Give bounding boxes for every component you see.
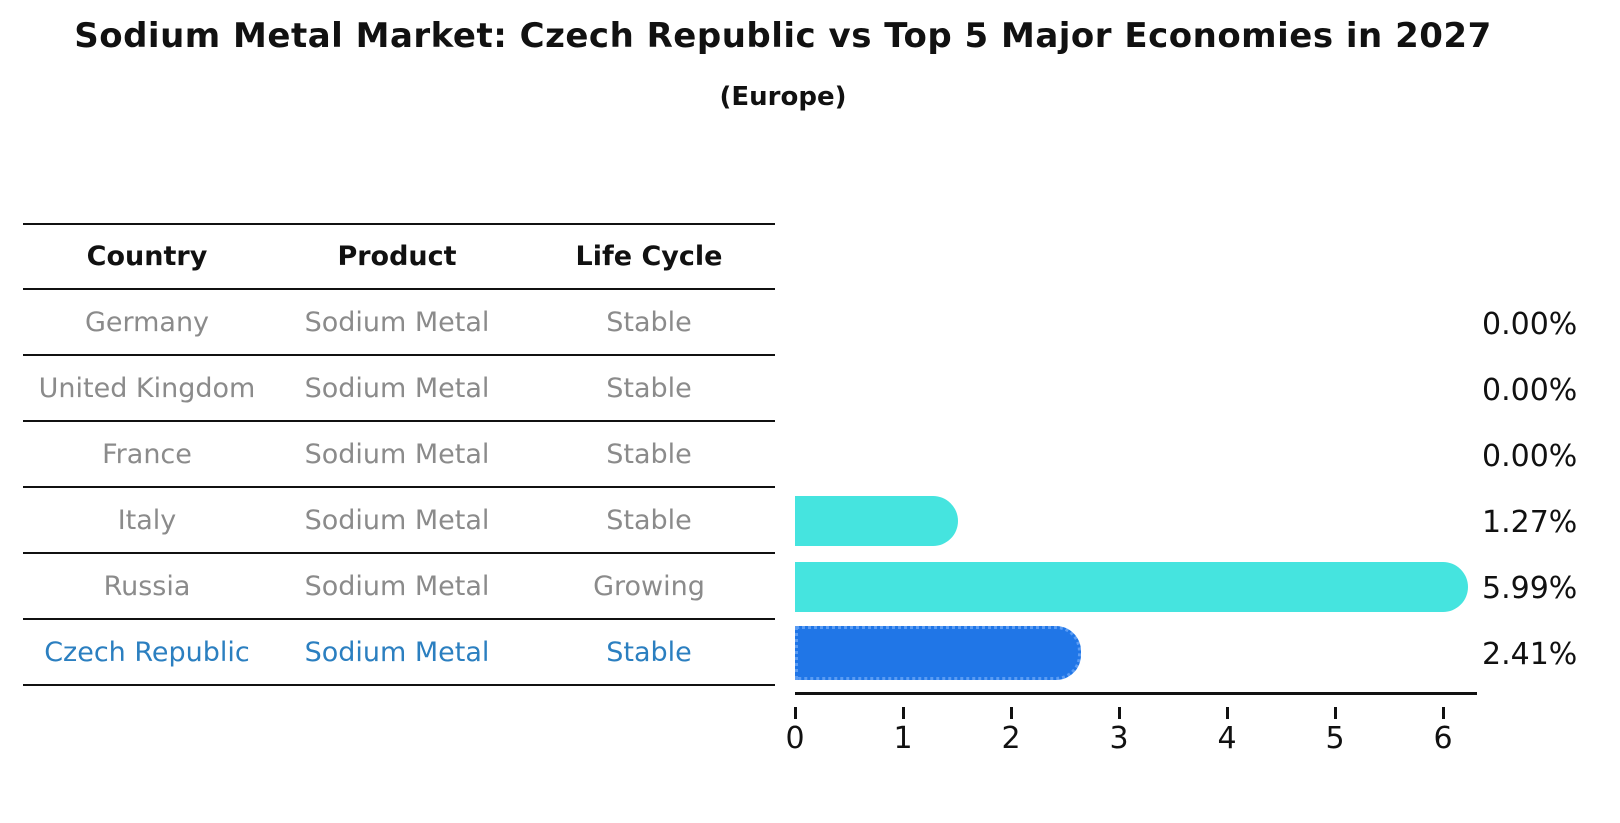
tick-mark bbox=[1226, 707, 1229, 719]
tick-label: 5 bbox=[1325, 721, 1345, 756]
value-label-italy: 1.27% bbox=[1482, 505, 1578, 540]
table-cell-lifecycle: Stable bbox=[606, 306, 692, 338]
table-row-czech-republic: Czech Republic Sodium Metal Stable bbox=[23, 620, 775, 686]
table-cell-product: Sodium Metal bbox=[304, 306, 490, 338]
table-row-russia: Russia Sodium Metal Growing bbox=[23, 554, 775, 620]
tick-mark bbox=[1334, 707, 1337, 719]
table-cell-lifecycle: Stable bbox=[606, 504, 692, 536]
table-cell-country: Czech Republic bbox=[44, 636, 250, 668]
table-header-lifecycle: Life Cycle bbox=[575, 241, 723, 272]
bar-czech-republic bbox=[795, 626, 1081, 680]
tick-mark bbox=[1010, 707, 1013, 719]
table-cell-product: Sodium Metal bbox=[304, 570, 490, 602]
bar-russia bbox=[795, 562, 1468, 612]
table-row-italy: Italy Sodium Metal Stable bbox=[23, 488, 775, 554]
bar-italy bbox=[795, 496, 958, 546]
tick-label: 0 bbox=[785, 721, 805, 756]
table-cell-lifecycle: Stable bbox=[606, 438, 692, 470]
value-label-germany: 0.00% bbox=[1482, 307, 1578, 342]
chart-subtitle: (Europe) bbox=[719, 82, 847, 112]
table-cell-country: United Kingdom bbox=[38, 372, 256, 404]
value-label-united-kingdom: 0.00% bbox=[1482, 373, 1578, 408]
tick-mark bbox=[902, 707, 905, 719]
country-table: Country Product Life Cycle Germany Sodiu… bbox=[23, 223, 775, 686]
table-cell-country: France bbox=[102, 438, 192, 470]
table-cell-lifecycle: Stable bbox=[606, 372, 692, 404]
tick-label: 4 bbox=[1217, 721, 1237, 756]
bar-plot-area: 0 1 2 3 4 5 6 bbox=[785, 223, 1477, 756]
tick-label: 1 bbox=[893, 721, 913, 756]
chart-title: Sodium Metal Market: Czech Republic vs T… bbox=[74, 16, 1492, 56]
table-cell-country: Germany bbox=[84, 306, 210, 338]
value-label-czech-republic: 2.41% bbox=[1482, 637, 1578, 672]
tick-mark bbox=[1118, 707, 1121, 719]
table-cell-product: Sodium Metal bbox=[304, 504, 490, 536]
table-header-product: Product bbox=[337, 241, 457, 272]
table-cell-product: Sodium Metal bbox=[304, 372, 490, 404]
table-cell-country: Russia bbox=[103, 570, 191, 602]
table-cell-lifecycle: Growing bbox=[593, 570, 705, 602]
table-cell-lifecycle: Stable bbox=[606, 636, 692, 668]
tick-mark bbox=[794, 707, 797, 719]
tick-label: 2 bbox=[1001, 721, 1021, 756]
table-row-france: France Sodium Metal Stable bbox=[23, 422, 775, 488]
tick-mark bbox=[1442, 707, 1445, 719]
table-cell-product: Sodium Metal bbox=[304, 636, 490, 668]
value-label-france: 0.00% bbox=[1482, 439, 1578, 474]
table-header-country: Country bbox=[86, 241, 208, 272]
table-cell-country: Italy bbox=[117, 504, 177, 536]
table-row-united-kingdom: United Kingdom Sodium Metal Stable bbox=[23, 356, 775, 422]
table-cell-product: Sodium Metal bbox=[304, 438, 490, 470]
tick-label: 6 bbox=[1433, 721, 1453, 756]
tick-label: 3 bbox=[1109, 721, 1129, 756]
table-row-germany: Germany Sodium Metal Stable bbox=[23, 290, 775, 356]
value-label-russia: 5.99% bbox=[1482, 571, 1578, 606]
table-header-row: Country Product Life Cycle bbox=[23, 225, 775, 290]
